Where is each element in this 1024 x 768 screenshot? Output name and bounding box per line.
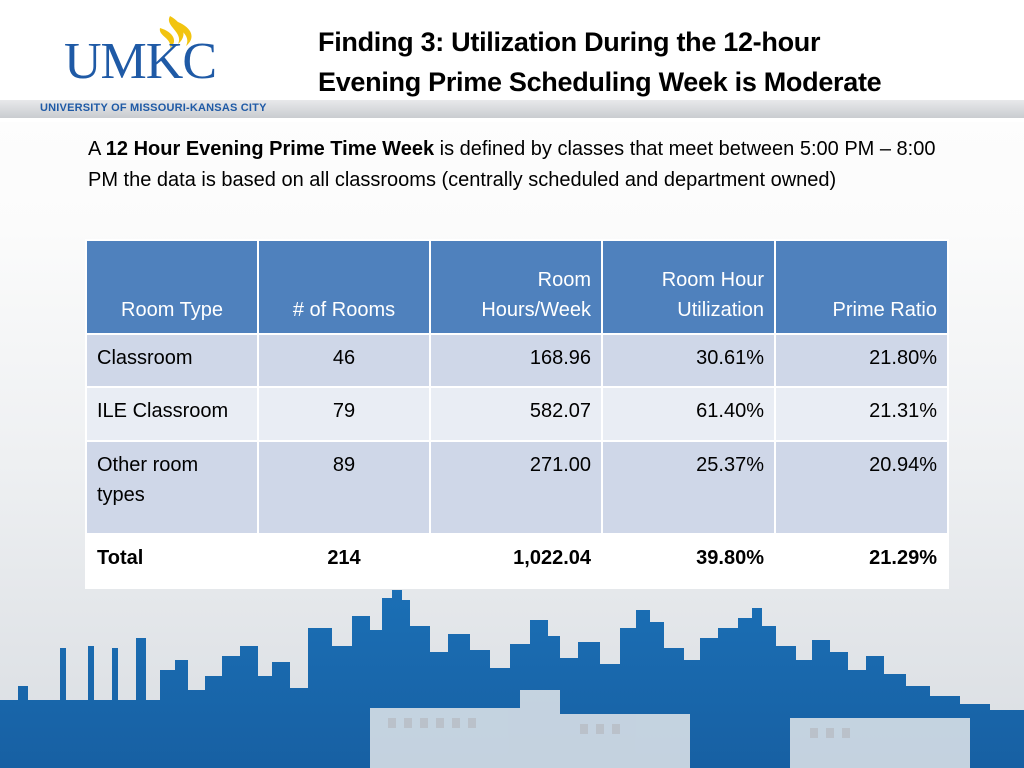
cell-room-hours: 168.96 <box>429 333 603 388</box>
header-num-rooms: # of Rooms <box>257 239 431 335</box>
cell-room-type: Other room types <box>85 440 259 535</box>
slide-title-line-2: Evening Prime Scheduling Week is Moderat… <box>318 67 882 97</box>
header-room-hours-line-2: Hours/Week <box>481 299 591 321</box>
header-utilization-line-2: Utilization <box>677 299 764 321</box>
intro-paragraph: A 12 Hour Evening Prime Time Week is def… <box>88 134 938 196</box>
header-num-rooms-text: # of Rooms <box>292 299 396 321</box>
header-rule <box>0 100 1024 118</box>
table-row: Classroom 46 168.96 30.61% 21.80% <box>85 333 949 388</box>
cell-num-rooms: 79 <box>257 386 431 442</box>
logo-subtitle: UNIVERSITY OF MISSOURI-KANSAS CITY <box>40 102 267 114</box>
header-room-hours: Room Hours/Week <box>429 239 603 335</box>
total-num-rooms: 214 <box>257 533 431 589</box>
table-total-row: Total 214 1,022.04 39.80% 21.29% <box>85 533 949 589</box>
header-room-type: Room Type <box>85 239 259 335</box>
table-header-row: Room Type # of Rooms Room Hours/Week Room… <box>85 239 949 335</box>
intro-rest: is defined by classes that meet between … <box>88 138 936 191</box>
header-utilization: Room Hour Utilization <box>601 239 776 335</box>
kansas-city-skyline-graphic <box>0 590 1024 768</box>
total-utilization: 39.80% <box>601 533 776 589</box>
cell-prime-ratio: 20.94% <box>774 440 949 535</box>
flame-icon <box>159 16 192 48</box>
cell-num-rooms: 46 <box>257 333 431 388</box>
intro-bold-term: 12 Hour Evening Prime Time Week <box>105 138 435 160</box>
cell-room-hours: 582.07 <box>429 386 603 442</box>
intro-prefix: A <box>88 138 106 160</box>
cell-room-type: ILE Classroom <box>85 386 259 442</box>
table-row: ILE Classroom 79 582.07 61.40% 21.31% <box>85 386 949 442</box>
cell-utilization: 25.37% <box>601 440 776 535</box>
header-utilization-line-1: Room Hour <box>661 269 764 291</box>
cell-prime-ratio: 21.31% <box>774 386 949 442</box>
logo-wordmark: UMKC <box>64 33 217 90</box>
cell-utilization: 61.40% <box>601 386 776 442</box>
umkc-logo: UMKC UNIVERSITY OF MISSOURI-KANSAS CITY <box>40 14 290 116</box>
cell-utilization: 30.61% <box>601 333 776 388</box>
header-prime-ratio: Prime Ratio <box>774 239 949 335</box>
cell-room-hours: 271.00 <box>429 440 603 535</box>
slide-title-line-1: Finding 3: Utilization During the 12-hou… <box>318 27 821 57</box>
utilization-table-wrapper: Room Type # of Rooms Room Hours/Week Room… <box>85 239 949 589</box>
cell-num-rooms: 89 <box>257 440 431 535</box>
total-room-hours: 1,022.04 <box>429 533 603 589</box>
total-label: Total <box>85 533 259 589</box>
slide-title: Finding 3: Utilization During the 12-hou… <box>318 22 1008 102</box>
header-room-hours-line-1: Room <box>537 269 591 291</box>
cell-room-type: Classroom <box>85 333 259 388</box>
utilization-table: Room Type # of Rooms Room Hours/Week Room… <box>85 239 949 589</box>
header-prime-ratio-text: Prime Ratio <box>832 299 937 321</box>
header-room-type-text: Room Type <box>121 299 223 321</box>
cell-prime-ratio: 21.80% <box>774 333 949 388</box>
table-row: Other room types 89 271.00 25.37% 20.94% <box>85 440 949 535</box>
total-prime-ratio: 21.29% <box>774 533 949 589</box>
